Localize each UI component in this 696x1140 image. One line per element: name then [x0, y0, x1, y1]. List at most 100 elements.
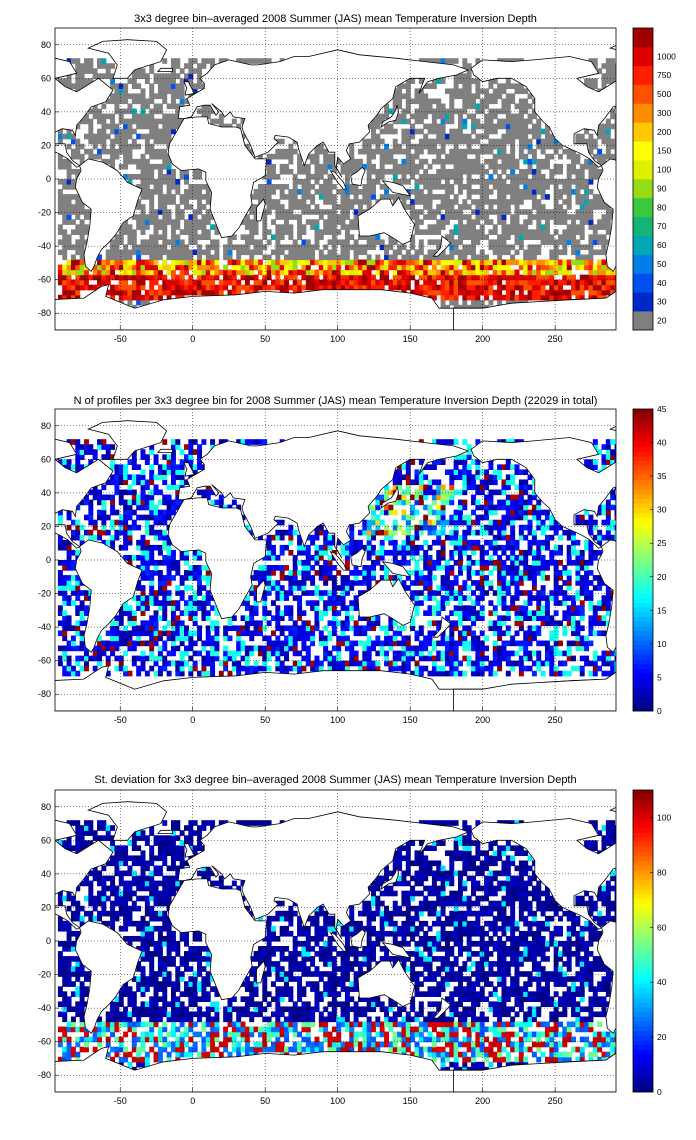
y-tick-label: -40	[38, 241, 51, 251]
x-tick-label: -50	[114, 334, 127, 344]
colorbar-tick-label: 20	[657, 1032, 667, 1042]
y-tick-label: 20	[41, 521, 51, 531]
coastline-madagascar	[256, 579, 266, 603]
coastline-eurasia	[177, 49, 470, 178]
x-tick-label: 100	[330, 715, 345, 725]
y-tick-label: -20	[38, 970, 51, 980]
coastlines	[55, 801, 695, 1092]
coastline-sumatra	[329, 169, 348, 190]
colorbar-tick-label: 200	[657, 127, 671, 137]
colorbar-tick-label: 40	[657, 278, 667, 288]
coastline-africa	[690, 498, 696, 619]
coastline-australia	[357, 577, 415, 626]
coastline-southAmerica	[596, 539, 616, 653]
y-tick-label: -80	[38, 308, 51, 318]
coastline-greenland	[87, 39, 168, 79]
x-tick-label: 50	[260, 715, 270, 725]
map-panel-3: St. deviation for 3x3 degree bin–average…	[38, 774, 695, 1106]
x-tick-label: 150	[403, 1096, 418, 1106]
panel-title: 3x3 degree bin–averaged 2008 Summer (JAS…	[134, 13, 537, 25]
colorbar-tick-label: 35	[657, 471, 667, 481]
coastline-northAmerica	[55, 819, 114, 930]
colorbar-tick-label: 25	[657, 538, 667, 548]
coastline-iceland	[157, 67, 173, 72]
coastline-greenland	[609, 425, 616, 431]
coastline-greenland	[87, 801, 168, 841]
colorbar-swatch	[633, 254, 653, 274]
x-tick-label: 50	[260, 1096, 270, 1106]
coastline-madagascar	[256, 960, 266, 984]
coastline-borneo	[350, 547, 366, 568]
y-tick-label: 80	[41, 421, 51, 431]
colorbar-tick-label: 80	[657, 202, 667, 212]
coastline-sumatra	[329, 931, 348, 952]
x-tick-label: 200	[475, 715, 490, 725]
heatmap-cells	[57, 439, 616, 677]
y-tick-label: -60	[38, 275, 51, 285]
colorbar-tick-label: 40	[657, 977, 667, 987]
x-tick-label: 0	[190, 715, 195, 725]
x-tick-label: -50	[114, 715, 127, 725]
colorbar-swatch	[633, 311, 653, 331]
colorbar: 0 20 40 60 80 100	[632, 789, 671, 1097]
colorbar-tick-label: 100	[657, 812, 671, 822]
colorbar-tick-label: 60	[657, 922, 667, 932]
coastline-antarctica	[453, 1052, 616, 1092]
x-tick-label: 250	[548, 715, 563, 725]
coastline-africa	[167, 497, 268, 620]
colorbar-tick-label: 15	[657, 605, 667, 615]
y-tick-label: 40	[41, 488, 51, 498]
coastline-northAmerica	[470, 56, 616, 168]
coastline-southAmerica	[596, 920, 616, 1034]
colorbar-tick-label: 70	[657, 221, 667, 231]
y-tick-label: -80	[38, 689, 51, 699]
colorbar-swatch	[633, 160, 653, 180]
coastline-iceland	[680, 830, 695, 833]
map-panel-1: 3x3 degree bin–averaged 2008 Summer (JAS…	[38, 13, 676, 344]
heatmap-cells	[57, 820, 616, 1083]
y-tick-label: -60	[38, 656, 51, 666]
coastline-antarctica	[453, 671, 616, 711]
coastline-sumatra	[329, 550, 348, 571]
coastline-madagascar	[256, 198, 266, 222]
coastline-iceland	[680, 449, 695, 452]
coastline-africa	[167, 878, 268, 1001]
colorbar-tick-label: 100	[657, 165, 671, 175]
y-tick-label: 40	[41, 869, 51, 879]
colorbar: 20 30 40 50 60 70 80 90 100 150 200 300 500 750 1000	[632, 27, 676, 331]
x-tick-label: 250	[548, 1096, 563, 1106]
coastline-japan	[380, 105, 400, 128]
coastline-borneo	[350, 166, 366, 187]
colorbar-tick-label: 300	[657, 108, 671, 118]
y-tick-label: -20	[38, 589, 51, 599]
map-panel-2: N of profiles per 3x3 degree bin for 200…	[38, 395, 696, 725]
y-tick-label: 20	[41, 902, 51, 912]
coastline-southAmerica	[74, 539, 143, 653]
coastline-borneo	[350, 928, 366, 949]
colorbar-tick-label: 150	[657, 146, 671, 156]
colorbar-swatch	[633, 197, 653, 218]
coastline-uk	[183, 462, 195, 477]
coastline-greenland	[609, 44, 616, 50]
y-tick-label: 60	[41, 454, 51, 464]
colorbar-tick-label: 30	[657, 505, 667, 515]
x-tick-label: 0	[190, 1096, 195, 1106]
colorbar-tick-label: 90	[657, 183, 667, 193]
colorbar-swatch	[633, 65, 653, 85]
colorbar-swatch	[633, 103, 653, 123]
panel-title: N of profiles per 3x3 degree bin for 200…	[74, 395, 598, 407]
x-tick-label: 100	[330, 1096, 345, 1106]
coastline-northAmerica	[55, 57, 114, 168]
colorbar-tick-label: 1000	[657, 51, 676, 61]
coastline-northAmerica	[470, 437, 616, 549]
coastline-uk	[183, 843, 195, 858]
colorbar-tick-label: 60	[657, 240, 667, 250]
colorbar-swatch	[633, 28, 653, 48]
colorbar-swatch	[633, 179, 653, 199]
colorbar-tick-label: 500	[657, 89, 671, 99]
colorbar-swatch	[633, 141, 653, 161]
coastline-australia	[357, 958, 415, 1007]
colorbar-tick-label: 20	[657, 572, 667, 582]
x-tick-label: 50	[260, 334, 270, 344]
